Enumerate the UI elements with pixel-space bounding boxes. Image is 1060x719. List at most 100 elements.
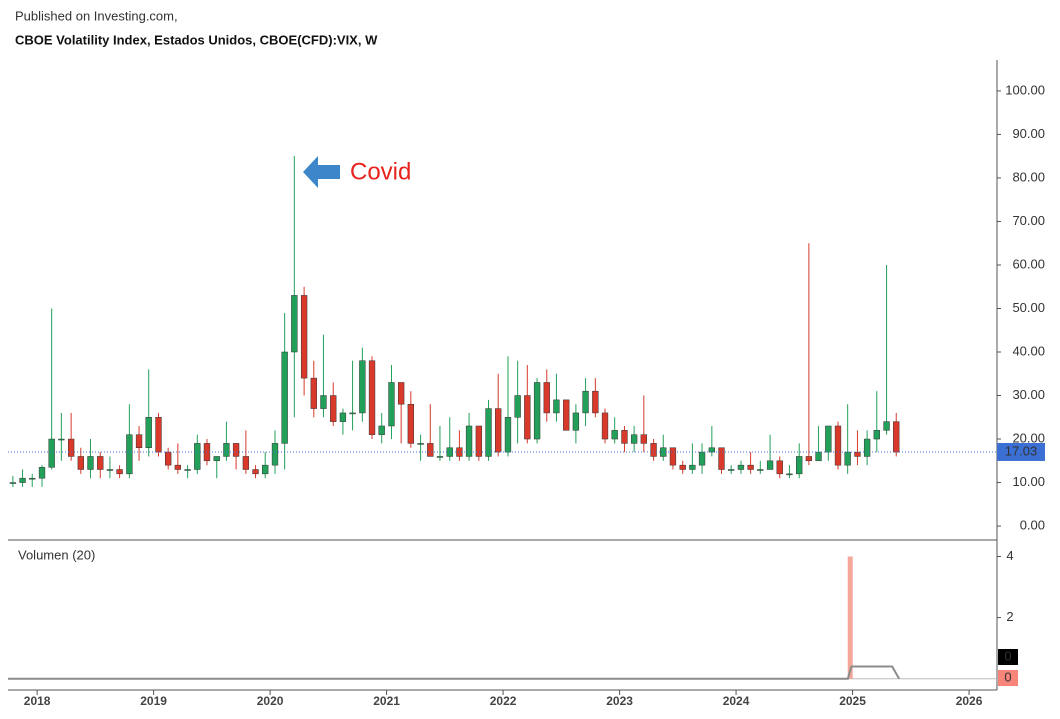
- chart-title: CBOE Volatility Index, Estados Unidos, C…: [15, 32, 378, 47]
- candle-body: [582, 390, 589, 414]
- y-tick-label: 70.00: [1012, 213, 1045, 228]
- candle-body: [728, 469, 735, 471]
- y-tick-label: 10.00: [1012, 474, 1045, 489]
- x-tick-label: 2021: [373, 694, 400, 708]
- candle-body: [9, 482, 17, 484]
- source: Published on Investing.com,: [15, 8, 178, 23]
- annotation: Covid: [350, 158, 411, 185]
- candle-body: [854, 451, 861, 457]
- candle-body: [524, 395, 531, 440]
- candle-body: [97, 456, 104, 470]
- candle-body: [805, 456, 813, 462]
- candle-body: [650, 443, 657, 457]
- y-tick-label: 60.00: [1012, 256, 1045, 271]
- candle-body: [135, 434, 143, 448]
- candle-body: [883, 421, 890, 431]
- candle-body: [58, 438, 65, 441]
- candle-body: [77, 456, 84, 470]
- candle-body: [708, 447, 715, 453]
- candle-body: [601, 412, 609, 440]
- candle-body: [465, 425, 473, 457]
- candle-body: [436, 456, 444, 458]
- candle-body: [252, 469, 259, 475]
- y-tick-label: 30.00: [1012, 387, 1045, 402]
- candle-body: [407, 403, 414, 444]
- last-value-box: [997, 442, 1045, 461]
- candle-body: [368, 360, 376, 435]
- candle-body: [640, 434, 647, 444]
- y-tick-label: 100.00: [1005, 82, 1045, 97]
- candle-body: [815, 451, 822, 462]
- candle-body: [747, 464, 754, 470]
- candle-body: [310, 377, 317, 409]
- x-tick-label: 2026: [956, 694, 983, 708]
- candle-body: [844, 451, 851, 466]
- y-tick-label: 50.00: [1012, 300, 1045, 315]
- y-tick-label: 0.00: [1020, 518, 1045, 533]
- volume-last-label: 0: [1004, 669, 1011, 684]
- candle-body: [718, 447, 725, 470]
- candle-body: [495, 408, 502, 453]
- candle-body: [378, 425, 385, 435]
- candle-body: [737, 464, 745, 470]
- candle-body: [766, 460, 774, 470]
- candle-body: [776, 460, 783, 475]
- candle-body: [572, 412, 580, 431]
- candle-body: [320, 395, 327, 409]
- candle-body: [155, 417, 162, 453]
- candle-body: [330, 395, 337, 422]
- candle-body: [48, 438, 55, 468]
- volume-ma: [8, 665, 901, 680]
- candle-body: [427, 443, 434, 457]
- y-tick-label: 20.00: [1012, 430, 1045, 445]
- candle-body: [281, 351, 288, 444]
- candle-body: [165, 451, 172, 466]
- candle-body: [660, 447, 667, 457]
- candle-body: [679, 464, 686, 470]
- candle-body: [786, 473, 793, 476]
- x-tick-label: 2024: [723, 694, 750, 708]
- candle-body: [213, 456, 220, 462]
- candle-body: [533, 382, 541, 440]
- y-tick-label: 90.00: [1012, 126, 1045, 141]
- last-value-label: 17.03: [1005, 443, 1038, 458]
- candle-body: [873, 430, 880, 440]
- candle-body: [485, 408, 492, 457]
- candle-body: [291, 295, 298, 353]
- volume-ma-label: 0: [1004, 648, 1011, 663]
- candle-body: [145, 417, 152, 448]
- y-tick-label: 40.00: [1012, 343, 1045, 358]
- x-tick-label: 2022: [490, 694, 517, 708]
- x-tick-label: 2023: [606, 694, 633, 708]
- candle-body: [757, 469, 764, 471]
- volume-tick-label: 2: [1006, 609, 1013, 624]
- candle-body: [456, 447, 463, 457]
- arrow: [303, 156, 340, 188]
- candle-body: [543, 382, 550, 414]
- candle-body: [514, 395, 521, 418]
- y-tick-label: 80.00: [1012, 169, 1045, 184]
- candle-body: [698, 451, 706, 466]
- candle-body: [834, 425, 842, 466]
- candle-body: [106, 469, 114, 471]
- candle-body: [126, 434, 133, 475]
- volume-bar: [847, 556, 853, 679]
- candle-body: [271, 443, 279, 466]
- candle-body: [669, 447, 677, 466]
- candle-body: [116, 469, 123, 475]
- candle-body: [893, 421, 900, 453]
- candle-body: [397, 382, 405, 405]
- candle-body: [262, 464, 269, 475]
- x-tick-label: 2025: [839, 694, 866, 708]
- candle-body: [242, 456, 250, 470]
- candle-body: [29, 477, 36, 480]
- candle-body: [184, 469, 191, 471]
- candle-body: [417, 443, 424, 445]
- candle-body: [630, 434, 638, 444]
- candle-body: [621, 430, 628, 444]
- x-tick-label: 2019: [140, 694, 167, 708]
- candle-body: [863, 438, 871, 457]
- volume-ma-box: [998, 649, 1018, 665]
